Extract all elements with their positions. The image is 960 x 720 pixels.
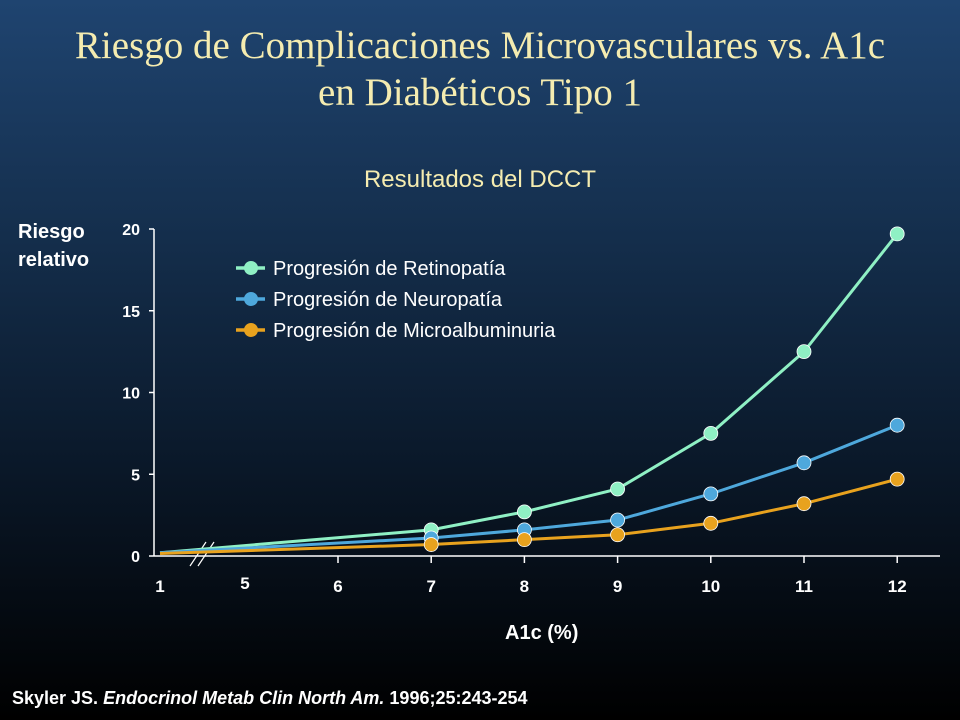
y-tick-label: 10 <box>122 386 140 403</box>
data-point <box>703 515 719 531</box>
data-point <box>610 512 625 528</box>
citation-details: 1996;25:243-254 <box>384 688 528 708</box>
x-tick-label: 7 <box>426 577 435 596</box>
data-point <box>610 481 625 497</box>
y-tick-label: 0 <box>131 549 140 566</box>
y-axis-label-line-1: Riesgo <box>18 221 85 243</box>
legend-swatch-marker <box>244 261 258 275</box>
x-axis-label: A1c (%) <box>505 622 579 644</box>
y-tick-label: 15 <box>122 304 140 321</box>
y-axis-label-line-2: relativo <box>18 249 90 271</box>
y-tick-label: 20 <box>122 222 140 239</box>
data-point <box>796 496 812 512</box>
data-point <box>796 344 812 360</box>
title-line-2: en Diabéticos Tipo 1 <box>318 71 642 114</box>
citation-journal: Endocrinol Metab Clin North Am. <box>103 688 385 708</box>
slide-title: Riesgo de Complicaciones Microvasculares… <box>0 22 960 116</box>
x-tick-label: 6 <box>333 577 342 596</box>
x-tick-label: 9 <box>613 577 622 596</box>
data-point <box>703 486 719 502</box>
title-line-1: Riesgo de Complicaciones Microvasculares… <box>74 24 886 67</box>
data-point <box>889 226 905 242</box>
y-tick-label: 5 <box>131 467 140 484</box>
x-tick-label: 8 <box>520 577 529 596</box>
data-point <box>517 504 532 520</box>
data-point <box>423 537 439 552</box>
data-point <box>889 417 905 433</box>
y-axis-label: Riesgo relativo <box>18 218 128 274</box>
legend-label: Progresión de Retinopatía <box>273 258 506 280</box>
x-tick-label: 12 <box>888 577 907 596</box>
legend-swatch-marker <box>244 292 258 306</box>
data-point <box>610 527 625 543</box>
data-point <box>703 425 719 441</box>
axis-break-mark <box>197 541 215 567</box>
legend-label: Progresión de Neuropatía <box>273 289 503 311</box>
data-point <box>889 471 905 487</box>
legend-label: Progresión de Microalbuminuria <box>273 320 556 342</box>
citation-author: Skyler JS. <box>12 688 104 708</box>
citation: Skyler JS. Endocrinol Metab Clin North A… <box>12 688 528 709</box>
chart-subtitle: Resultados del DCCT <box>363 166 597 193</box>
x-tick-label: 1 <box>155 577 164 596</box>
x-tick-label: 11 <box>795 577 813 596</box>
legend-swatch-marker <box>244 323 258 337</box>
x-tick-label: 5 <box>240 574 249 593</box>
axis-break-mark <box>189 541 207 567</box>
data-point <box>796 455 812 471</box>
x-tick-label: 10 <box>701 577 720 596</box>
series-line <box>159 232 899 555</box>
data-point <box>517 532 532 548</box>
